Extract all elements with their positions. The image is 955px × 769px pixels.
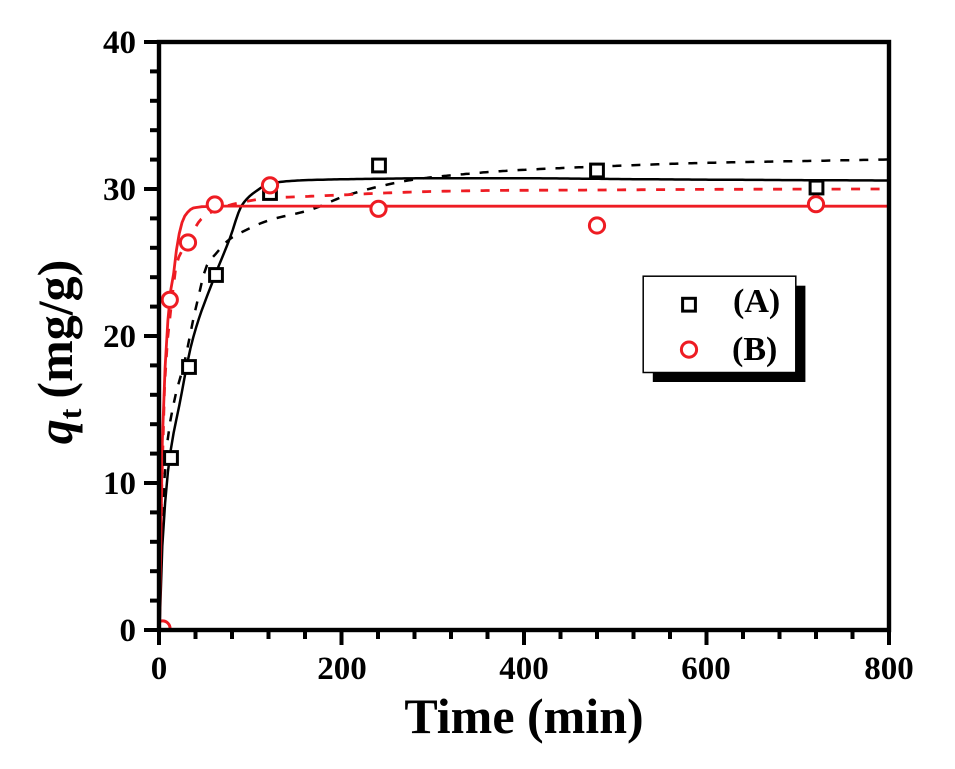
svg-text:200: 200 xyxy=(317,651,367,687)
svg-text:Time (min): Time (min) xyxy=(404,688,643,744)
svg-text:20: 20 xyxy=(103,319,136,355)
svg-text:(B): (B) xyxy=(732,331,777,368)
svg-text:(A): (A) xyxy=(733,283,780,320)
svg-text:30: 30 xyxy=(103,172,136,208)
svg-text:40: 40 xyxy=(103,25,136,61)
svg-text:0: 0 xyxy=(120,613,137,649)
svg-text:400: 400 xyxy=(499,651,549,687)
svg-text:qt (mg/g): qt (mg/g) xyxy=(27,260,88,445)
svg-text:600: 600 xyxy=(681,651,731,687)
svg-text:0: 0 xyxy=(151,651,168,687)
svg-text:10: 10 xyxy=(103,466,136,502)
svg-text:800: 800 xyxy=(864,651,914,687)
